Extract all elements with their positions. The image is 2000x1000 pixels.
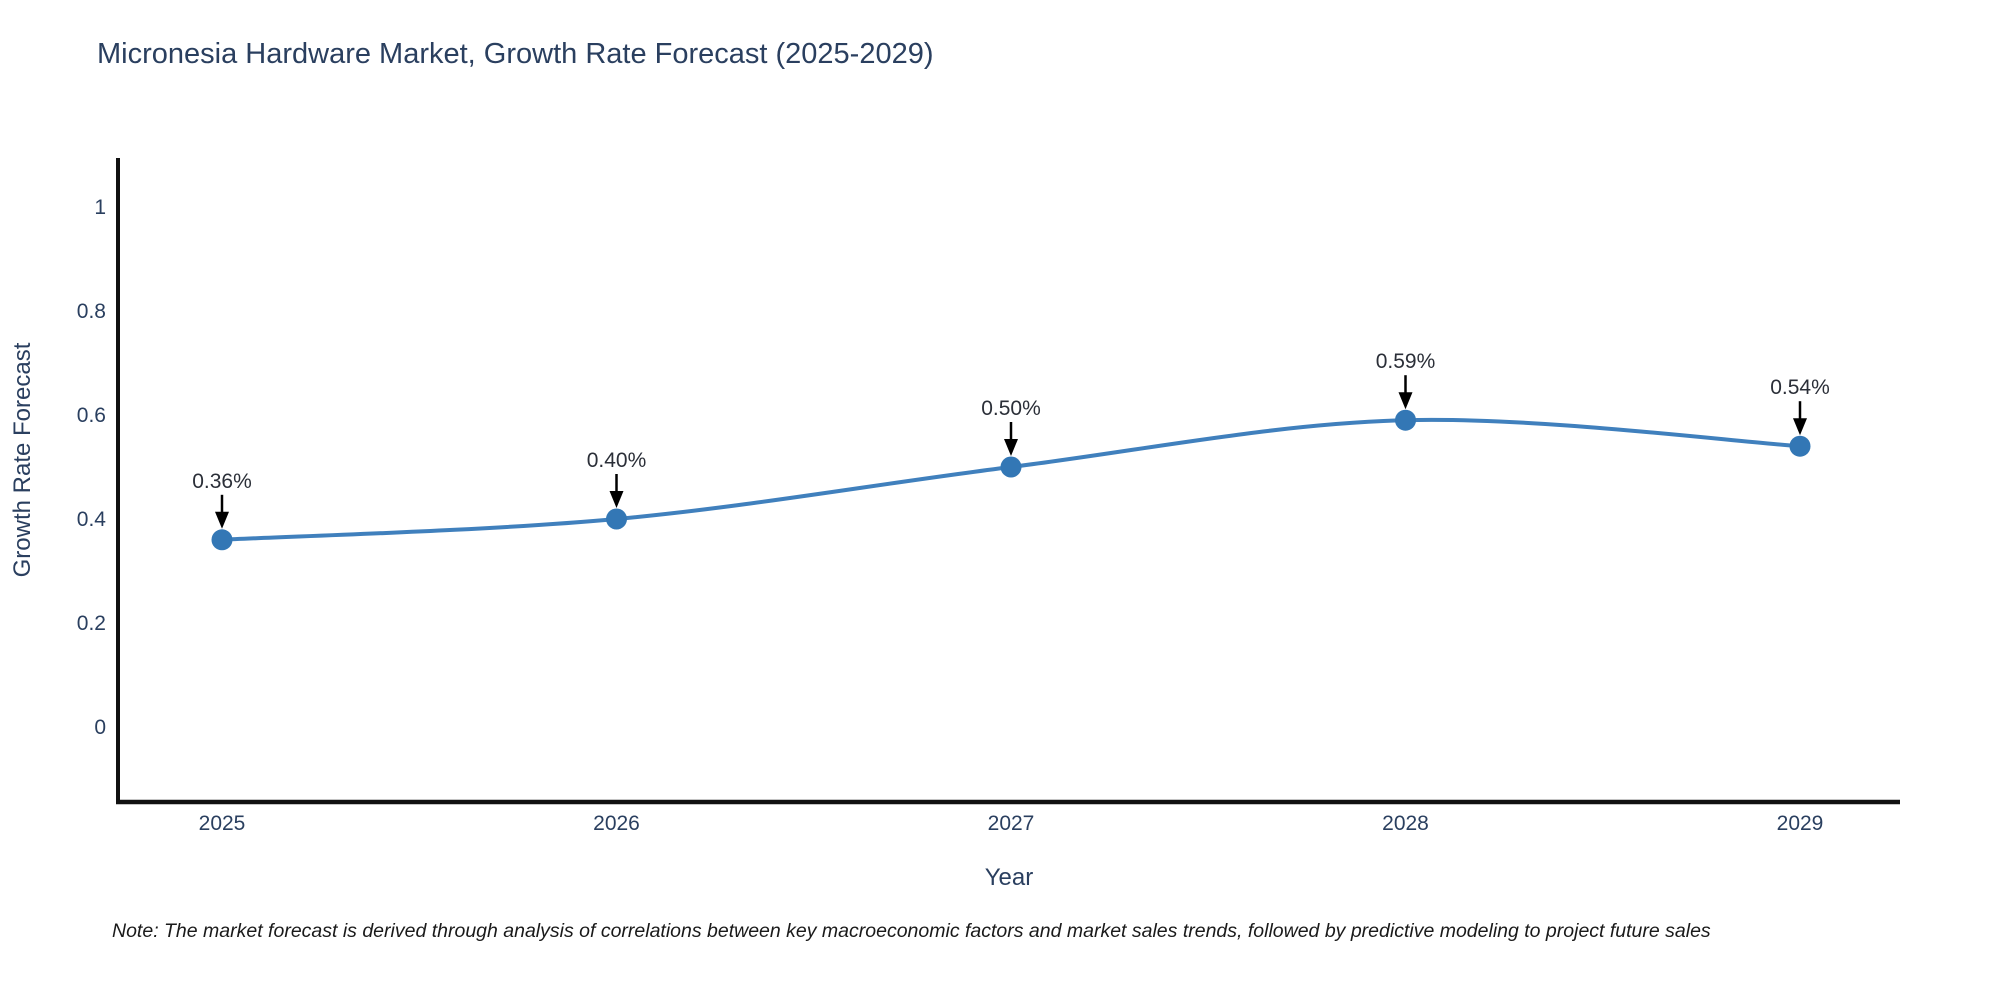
annotation-label: 0.40% — [587, 449, 647, 472]
y-tick-label: 1 — [94, 196, 106, 219]
x-tick-label: 2025 — [199, 812, 246, 835]
data-point-marker[interactable] — [211, 529, 233, 551]
annotation-arrowhead-icon — [1793, 418, 1807, 436]
annotation-arrowhead-icon — [1398, 392, 1413, 410]
x-tick-label: 2029 — [1777, 812, 1824, 835]
annotation-arrowhead-icon — [215, 511, 229, 529]
annotation-label: 0.54% — [1770, 376, 1830, 399]
y-tick-label: 0 — [94, 716, 106, 739]
data-point-marker[interactable] — [606, 508, 627, 530]
data-point-marker[interactable] — [1395, 409, 1416, 431]
x-tick-label: 2028 — [1382, 812, 1429, 835]
annotation-label: 0.59% — [1376, 350, 1436, 373]
x-tick-label: 2026 — [593, 812, 640, 835]
data-point-marker[interactable] — [1789, 435, 1811, 457]
chart-footnote: Note: The market forecast is derived thr… — [112, 920, 1711, 942]
chart-title: Micronesia Hardware Market, Growth Rate … — [97, 38, 934, 70]
y-tick-label: 0.2 — [77, 612, 106, 635]
y-axis-title: Growth Rate Forecast — [9, 342, 36, 577]
y-tick-label: 0.8 — [77, 300, 106, 323]
x-axis-title: Year — [985, 864, 1034, 891]
y-tick-label: 0.6 — [77, 404, 106, 427]
y-tick-label: 0.4 — [77, 508, 107, 531]
data-point-marker[interactable] — [1000, 456, 1022, 478]
x-tick-label: 2027 — [988, 812, 1035, 835]
annotation-label: 0.36% — [192, 470, 252, 493]
annotation-arrowhead-icon — [1004, 439, 1018, 456]
annotation-label: 0.50% — [981, 397, 1041, 420]
annotation-arrowhead-icon — [609, 491, 624, 508]
